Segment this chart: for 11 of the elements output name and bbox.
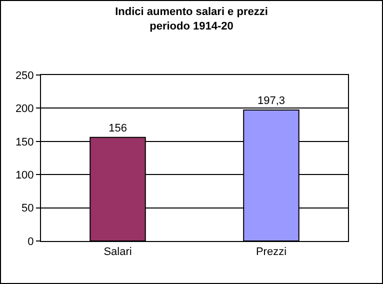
y-tick-label: 250 (15, 70, 34, 82)
x-tick-label: Salari (104, 246, 132, 258)
data-label: 156 (108, 122, 127, 134)
y-tick-label: 100 (15, 169, 34, 182)
y-tick-label: 0 (28, 236, 34, 248)
y-tick-label: 200 (15, 103, 34, 116)
y-tick-label: 150 (15, 136, 34, 148)
chart-title: Indici aumento salari e prezzi periodo 1914-20 (115, 6, 268, 32)
data-label: 197,3 (257, 94, 286, 107)
x-tick-label: Prezzi (256, 246, 287, 258)
y-tick-label: 50 (22, 202, 34, 215)
